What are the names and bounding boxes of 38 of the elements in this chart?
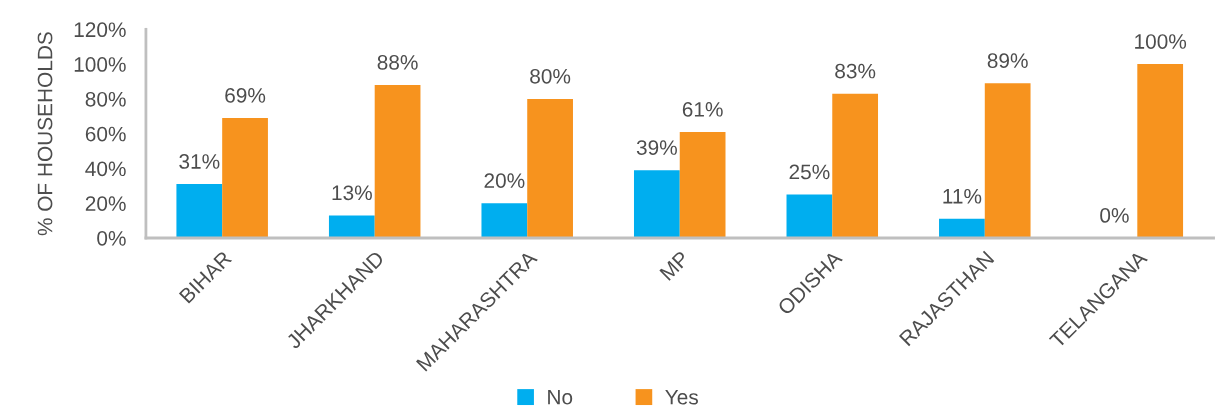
y-tick-label: 60% xyxy=(85,126,126,142)
y-tick-label: 80% xyxy=(85,91,126,107)
bar xyxy=(832,93,879,238)
data-label: 89% xyxy=(987,53,1028,69)
bar xyxy=(374,84,421,238)
bar xyxy=(481,203,528,238)
bar xyxy=(328,215,375,238)
data-label: 69% xyxy=(225,88,266,103)
data-label: 39% xyxy=(636,140,677,155)
data-label: 100% xyxy=(1135,34,1187,49)
data-label: 31% xyxy=(179,154,220,169)
y-axis-title: % OF HOUSEHOLDS xyxy=(37,32,53,236)
data-label: 20% xyxy=(484,173,525,188)
legend-label: Yes xyxy=(665,389,698,405)
y-tick-label: 0% xyxy=(97,230,126,246)
data-label: 13% xyxy=(332,185,372,201)
data-label: 11% xyxy=(943,188,982,204)
data-label: 80% xyxy=(530,68,571,84)
y-tick-label: 100% xyxy=(74,57,126,72)
data-label: 88% xyxy=(377,54,418,70)
x-tick-label: MP xyxy=(659,250,690,281)
data-label: 25% xyxy=(789,164,830,180)
y-tick-label: 20% xyxy=(85,196,126,211)
bar xyxy=(222,118,268,238)
bar xyxy=(176,184,223,238)
bar xyxy=(1137,64,1184,238)
data-label: 61% xyxy=(682,101,723,117)
bar xyxy=(984,83,1031,238)
data-label: 83% xyxy=(835,63,876,79)
legend-label: No xyxy=(548,389,573,405)
bar xyxy=(679,131,726,238)
data-label: 0% xyxy=(1100,208,1129,223)
y-tick-label: 120% xyxy=(74,22,126,38)
bar xyxy=(527,98,573,238)
y-tick-label: 40% xyxy=(85,161,126,177)
bar xyxy=(939,218,985,238)
bar xyxy=(786,194,833,238)
bar xyxy=(633,170,680,238)
